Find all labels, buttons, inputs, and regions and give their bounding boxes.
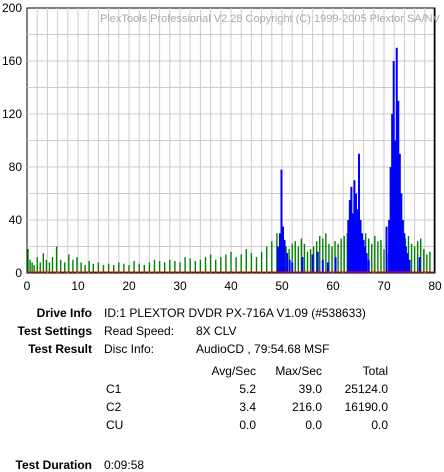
test-duration-value: 0:09:58 xyxy=(104,458,145,472)
y-tick-label: 0 xyxy=(15,266,22,280)
x-tick-label: 80 xyxy=(428,279,442,293)
x-tick-label: 20 xyxy=(122,279,136,293)
x-tick-label: 10 xyxy=(71,279,85,293)
x-tick-label: 50 xyxy=(275,279,289,293)
col-avg-header: Avg/Sec xyxy=(211,364,256,378)
row-max: 216.0 xyxy=(291,400,322,414)
disc-info-label: Disc Info: xyxy=(104,342,155,356)
test-duration-label: Test Duration xyxy=(15,458,92,472)
test-settings-label: Test Settings xyxy=(17,324,92,338)
row-max: 39.0 xyxy=(298,382,322,396)
row-total: 0.0 xyxy=(371,418,388,432)
y-tick-label: 80 xyxy=(9,160,23,174)
error-rate-chart: PlexTools Professional V2.28 Copyright (… xyxy=(2,1,442,293)
row-name: C1 xyxy=(106,382,122,396)
x-tick-label: 60 xyxy=(326,279,340,293)
x-tick-label: 40 xyxy=(224,279,238,293)
col-total-header: Total xyxy=(362,364,388,378)
x-tick-label: 0 xyxy=(24,279,31,293)
y-tick-labels: 0 40 80 120 160 200 xyxy=(2,1,22,280)
col-max-header: Max/Sec xyxy=(275,364,322,378)
drive-info-label: Drive Info xyxy=(36,306,92,320)
row-total: 25124.0 xyxy=(344,382,388,396)
row-max: 0.0 xyxy=(305,418,322,432)
row-name: CU xyxy=(106,418,124,432)
grid-lines xyxy=(27,8,435,273)
read-speed-label: Read Speed: xyxy=(104,324,175,338)
y-tick-label: 40 xyxy=(9,213,23,227)
y-tick-label: 160 xyxy=(2,54,22,68)
c2-series xyxy=(276,47,421,273)
x-tick-label: 70 xyxy=(377,279,391,293)
y-tick-label: 200 xyxy=(2,1,22,15)
x-tick-label: 30 xyxy=(173,279,187,293)
row-avg: 5.2 xyxy=(239,382,256,396)
y-tick-label: 120 xyxy=(2,107,22,121)
chart-watermark: PlexTools Professional V2.28 Copyright (… xyxy=(100,13,441,25)
disc-info-value: AudioCD , 79:54.68 MSF xyxy=(196,342,330,356)
row-avg: 0.0 xyxy=(239,418,256,432)
row-total: 16190.0 xyxy=(344,400,388,414)
drive-info-value: ID:1 PLEXTOR DVDR PX-716A V1.09 (#538633… xyxy=(104,306,366,320)
x-tick-labels: 0 10 20 30 40 50 60 70 80 xyxy=(24,279,442,293)
read-speed-value: 8X CLV xyxy=(196,324,237,338)
row-avg: 3.4 xyxy=(239,400,256,414)
test-result-label: Test Result xyxy=(28,342,92,356)
row-name: C2 xyxy=(106,400,122,414)
